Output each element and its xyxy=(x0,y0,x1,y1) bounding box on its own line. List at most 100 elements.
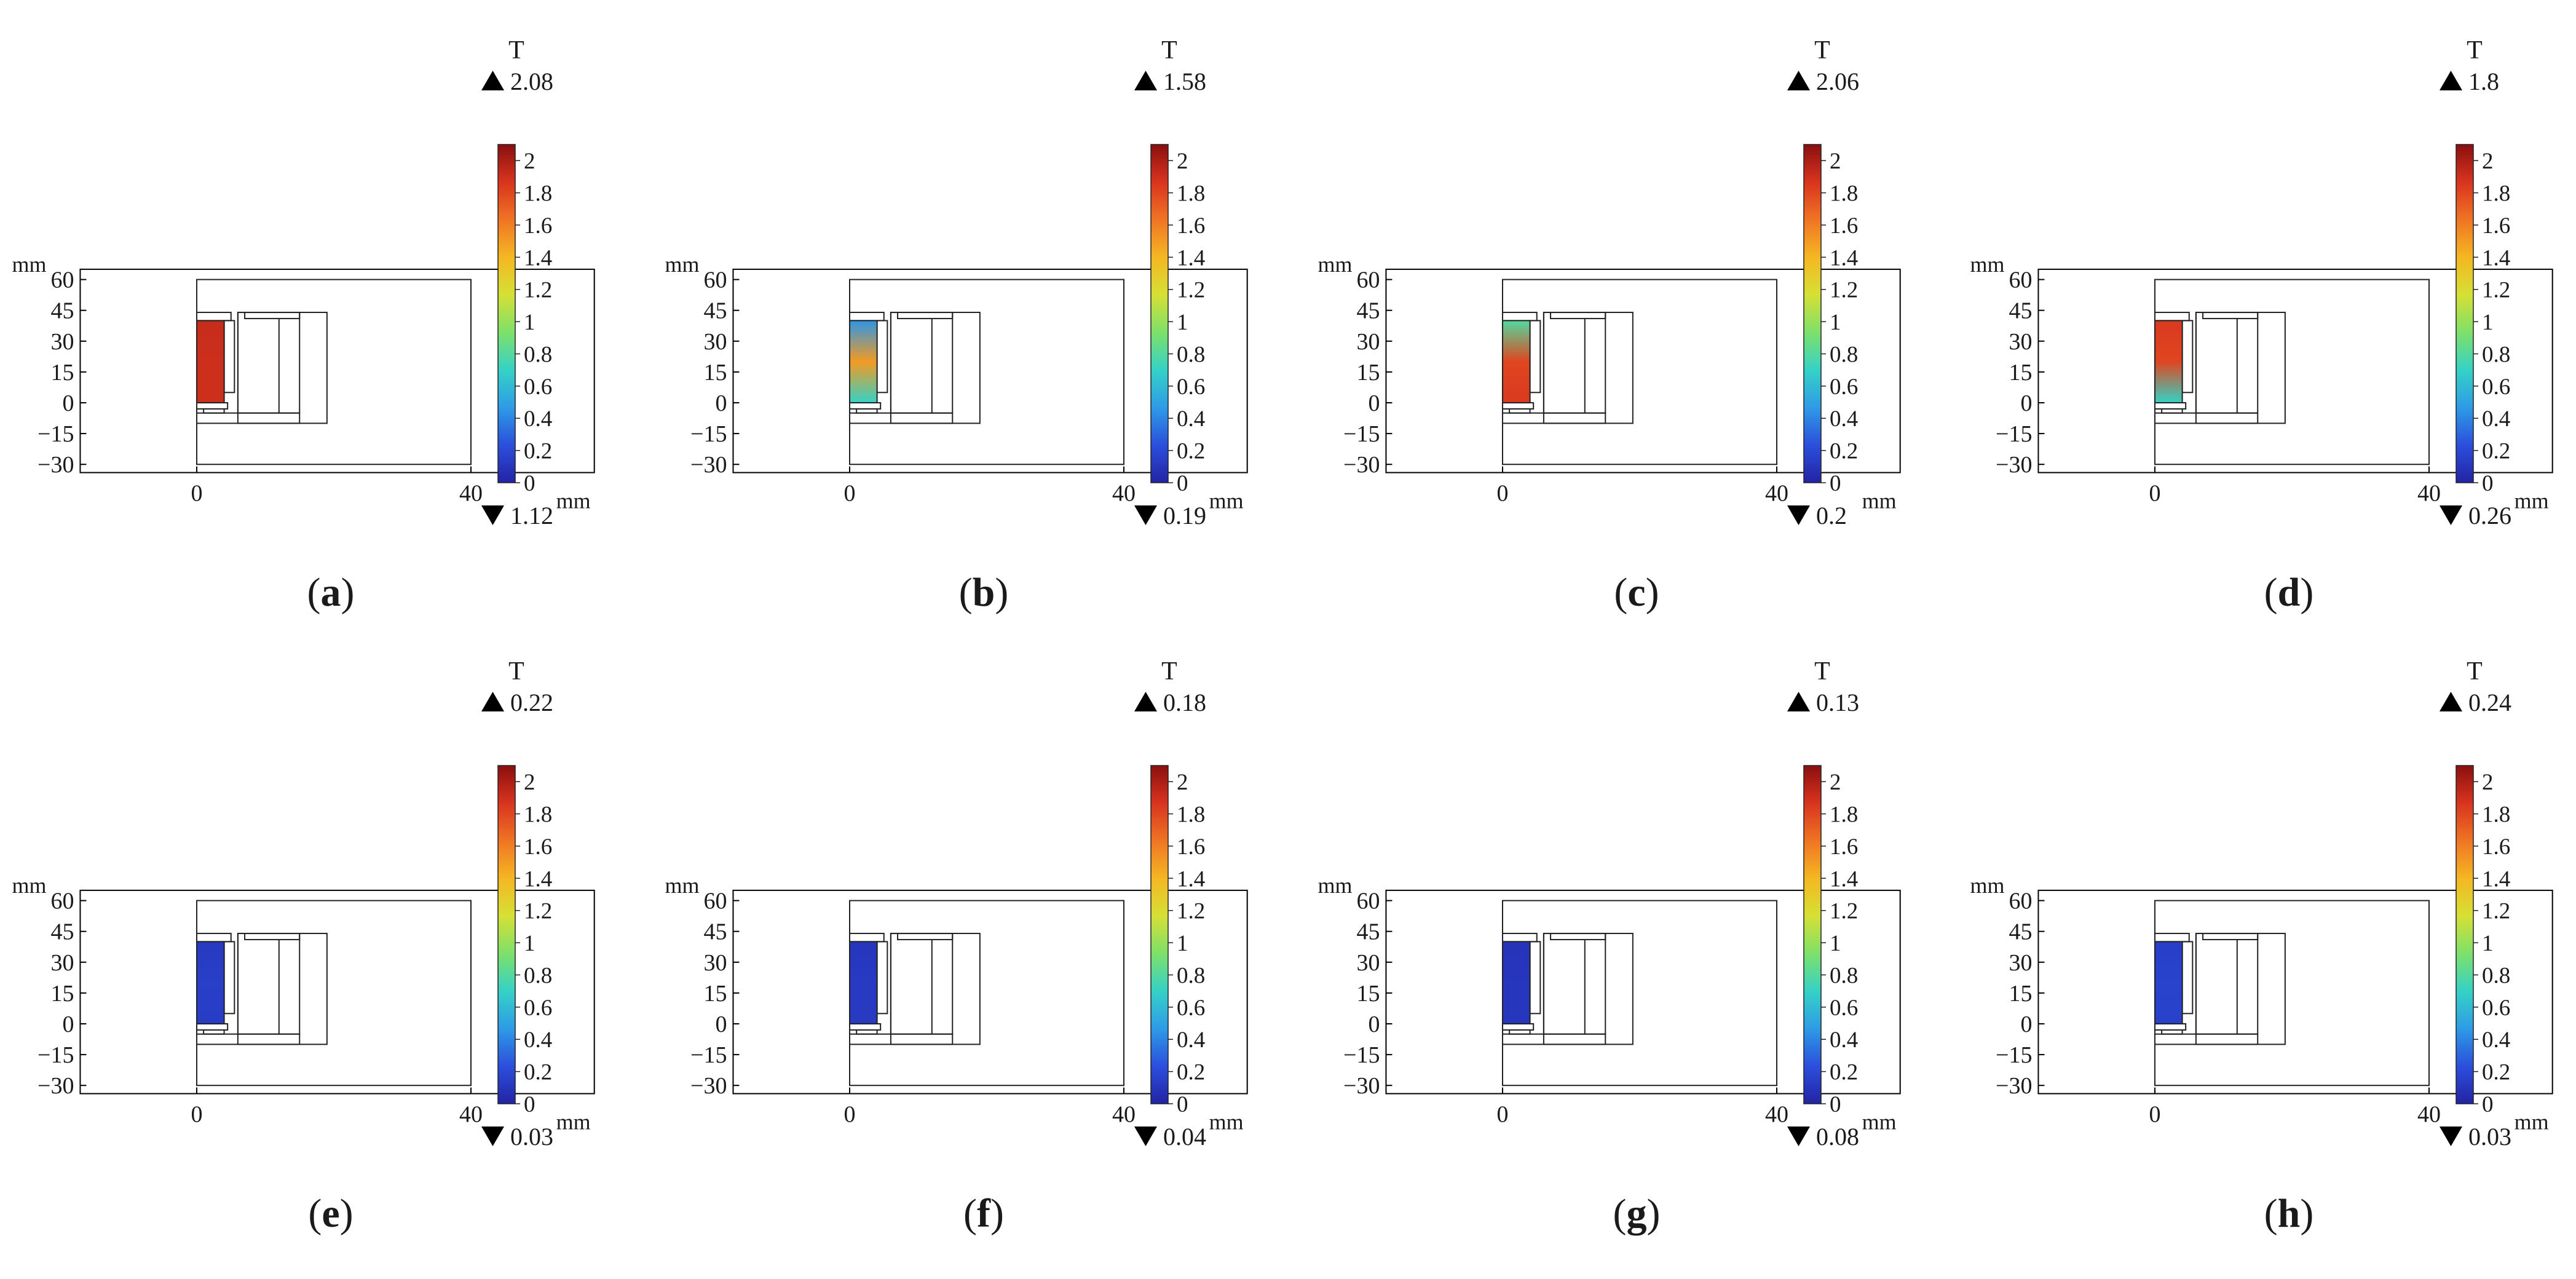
middle-shell xyxy=(2195,933,2259,1035)
x-tick-label: 40 xyxy=(459,481,483,507)
middle-shell xyxy=(237,933,301,1035)
max-triangle-icon xyxy=(1787,692,1810,711)
colorbar-tick-label: 1.6 xyxy=(1177,213,1205,239)
y-tick-label: −15 xyxy=(1996,1042,2032,1068)
colorbar-tick-label: 0 xyxy=(1830,471,1841,496)
x-tick-label: 0 xyxy=(1497,481,1509,507)
y-tick-label: 0 xyxy=(1368,390,1380,416)
colorbar-tick-label: 1.2 xyxy=(2482,278,2510,303)
max-value: 0.13 xyxy=(1816,689,1859,716)
colorbar-tick-label: 0.2 xyxy=(2482,439,2510,464)
colorbar-tick-label: 0 xyxy=(2482,471,2494,496)
min-value: 0.19 xyxy=(1163,502,1206,529)
panel-caption: (g) xyxy=(1613,1191,1661,1236)
colorbar-tick-label: 1.6 xyxy=(1830,213,1858,239)
magnetic-core xyxy=(849,320,878,403)
bottom-step xyxy=(856,408,878,414)
x-axis-unit: mm xyxy=(556,1110,591,1134)
coil-gap xyxy=(223,941,235,1015)
y-tick-label: 0 xyxy=(2020,390,2032,416)
min-triangle-icon xyxy=(481,1127,504,1146)
colorbar xyxy=(1803,765,1822,1104)
colorbar-tick-label: 0 xyxy=(524,471,535,496)
middle-shell xyxy=(890,312,954,414)
colorbar-tick-label: 1 xyxy=(2482,310,2494,335)
colorbar-tick-label: 1.2 xyxy=(1177,899,1205,924)
coil-gap xyxy=(2181,941,2194,1015)
colorbar-tick-label: 0.8 xyxy=(1830,342,1858,367)
bottom-pole xyxy=(2154,1023,2187,1031)
y-tick-label: 30 xyxy=(1356,329,1380,355)
top-cap xyxy=(1550,312,1606,320)
y-tick-label: 0 xyxy=(62,390,74,416)
magnetic-core xyxy=(196,941,225,1024)
bottom-pole xyxy=(196,1023,229,1031)
coil-gap xyxy=(2181,320,2194,394)
axes-frame xyxy=(1385,268,1901,473)
y-tick-label: 45 xyxy=(703,919,727,945)
x-tick-label: 0 xyxy=(2149,1102,2161,1128)
panel-caption: (f) xyxy=(963,1191,1004,1236)
bottom-step xyxy=(1509,408,1531,414)
coil-gap xyxy=(876,941,888,1015)
colorbar-tick-label: 1.6 xyxy=(2482,213,2510,239)
colorbar-tick-label: 1.4 xyxy=(524,245,552,271)
colorbar-tick-label: 0.2 xyxy=(524,1060,552,1085)
base-plate xyxy=(2154,1033,2259,1045)
top-pole xyxy=(1502,312,1538,322)
top-cap xyxy=(1550,933,1606,941)
y-tick-label: 45 xyxy=(2009,919,2032,945)
colorbar-tick-label: 1.2 xyxy=(1177,278,1205,303)
y-tick-label: 30 xyxy=(50,329,74,355)
magnetic-core xyxy=(849,941,878,1024)
y-tick-label: −30 xyxy=(1343,1073,1380,1099)
panel-caption: (h) xyxy=(2264,1191,2314,1236)
colorbar-tick-label: 0.8 xyxy=(1830,963,1858,988)
max-triangle-icon xyxy=(481,71,504,90)
magnetic-core xyxy=(2154,941,2183,1024)
max-triangle-icon xyxy=(1787,71,1810,90)
top-cap xyxy=(244,933,301,941)
y-tick-label: −15 xyxy=(690,421,727,447)
x-tick-label: 40 xyxy=(1112,1102,1136,1128)
colorbar-tick-label: 1.2 xyxy=(1830,899,1858,924)
min-value: 0.03 xyxy=(510,1123,553,1150)
y-tick-label: 15 xyxy=(1356,360,1380,386)
colorbar-unit: T xyxy=(1161,36,1177,65)
panel-g: 60 45 30 15 0 −15 −30 0 40 mm mm 2 1.8 1.6 1.4 1.2 1 0.8 0… xyxy=(1318,657,1901,1236)
max-triangle-icon xyxy=(1134,692,1157,711)
colorbar-tick-label: 0.2 xyxy=(1177,1060,1205,1085)
colorbar-tick-label: 2 xyxy=(1830,770,1841,795)
panel-b: 60 45 30 15 0 −15 −30 0 40 mm mm 2 1.8 1.6 1.4 1.2 1 0.8 0… xyxy=(665,36,1248,615)
bottom-step xyxy=(856,1029,878,1035)
colorbar-tick-label: 0.8 xyxy=(1177,342,1205,367)
panel-a: 60 45 30 15 0 −15 −30 0 40 mm mm 2 1.8 1.6 1.4 1.2 1 0.8 0… xyxy=(12,36,595,615)
colorbar-tick-label: 0 xyxy=(524,1092,535,1117)
y-tick-label: 30 xyxy=(703,950,727,976)
colorbar-tick-label: 0.4 xyxy=(1830,406,1858,432)
bottom-pole xyxy=(196,402,229,410)
colorbar-tick-label: 1.8 xyxy=(1177,181,1205,207)
outer-shell xyxy=(1543,933,1634,1045)
axes-frame xyxy=(79,268,595,473)
min-triangle-icon xyxy=(1134,1127,1157,1146)
base-plate xyxy=(1502,412,1606,424)
magnetic-core xyxy=(1502,941,1531,1024)
y-tick-label: 0 xyxy=(715,390,727,416)
colorbar-unit: T xyxy=(1814,36,1830,65)
x-axis-unit: mm xyxy=(1209,1110,1244,1134)
top-pole xyxy=(1502,933,1538,943)
outer-shell xyxy=(2195,933,2286,1045)
max-triangle-icon xyxy=(2440,692,2462,711)
colorbar-tick-label: 1 xyxy=(524,310,535,335)
colorbar-tick-label: 2 xyxy=(1177,149,1188,174)
colorbar-tick-label: 1.8 xyxy=(1830,802,1858,828)
panel-caption: (b) xyxy=(959,570,1009,615)
y-tick-label: 45 xyxy=(50,919,74,945)
colorbar-tick-label: 0.8 xyxy=(2482,342,2510,367)
top-pole xyxy=(849,933,885,943)
colorbar-tick-label: 1 xyxy=(1177,310,1188,335)
bottom-step xyxy=(2161,1029,2183,1035)
colorbar-tick-label: 0.6 xyxy=(524,374,552,400)
